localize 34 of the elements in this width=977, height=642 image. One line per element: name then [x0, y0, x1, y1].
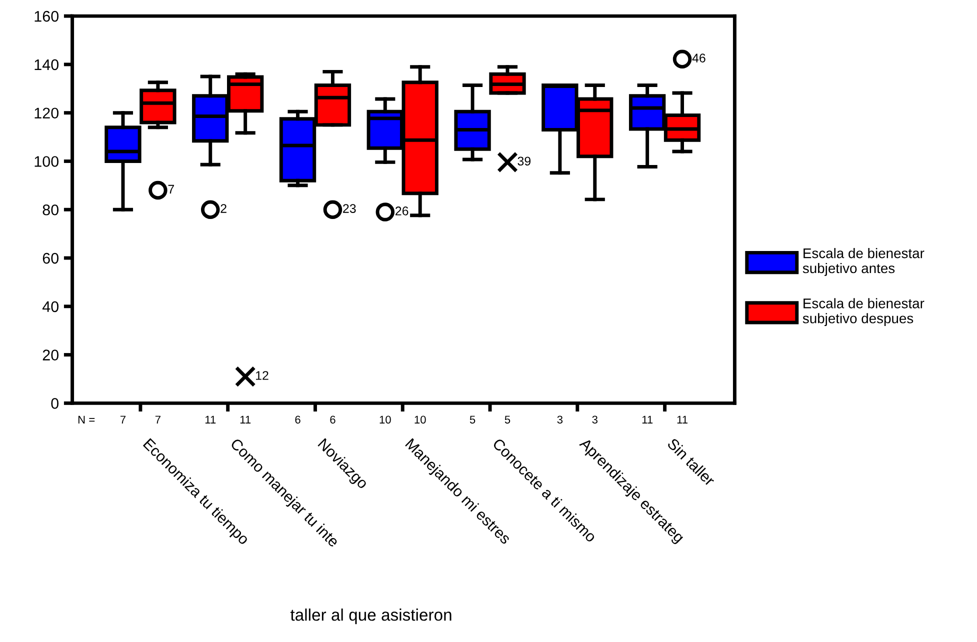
- text: 3: [557, 416, 563, 424]
- annotation: 7: [168, 184, 174, 194]
- text: 7: [155, 416, 160, 424]
- y-tick-label: 40: [42, 301, 59, 312]
- x-axis-title: taller al que asistieron: [290, 608, 452, 624]
- legend-label: Escala de bienestar subjetivo despues: [802, 298, 924, 326]
- annotation: 2: [220, 204, 226, 213]
- text: 11: [642, 416, 653, 424]
- y-tick-label: 100: [34, 156, 59, 167]
- y-tick-label: 80: [42, 204, 59, 216]
- text: 10: [380, 416, 391, 424]
- y-tick-label: 160: [34, 10, 59, 22]
- text: 5: [504, 416, 510, 424]
- text: 7: [120, 416, 126, 424]
- text: 11: [240, 416, 251, 424]
- text: N =: [78, 416, 95, 424]
- text: 6: [330, 416, 336, 424]
- annotation: 23: [343, 204, 356, 213]
- text: 11: [205, 416, 216, 424]
- text: 5: [470, 416, 476, 424]
- y-tick-label: 60: [42, 252, 59, 264]
- text: 11: [677, 416, 688, 424]
- y-tick-label: 20: [42, 350, 59, 360]
- y-tick-label: 0: [51, 398, 59, 409]
- annotation: 39: [518, 156, 531, 166]
- annotation: 46: [692, 54, 706, 62]
- y-tick-label: 140: [34, 59, 59, 70]
- text: 10: [414, 416, 426, 424]
- annotation: 12: [256, 371, 268, 380]
- y-tick-label: 120: [34, 108, 59, 119]
- legend-label: Escala de bienestar subjetivo antes: [802, 248, 924, 276]
- text: 3: [592, 416, 598, 424]
- text: 6: [295, 416, 300, 424]
- annotation: 26: [396, 206, 408, 216]
